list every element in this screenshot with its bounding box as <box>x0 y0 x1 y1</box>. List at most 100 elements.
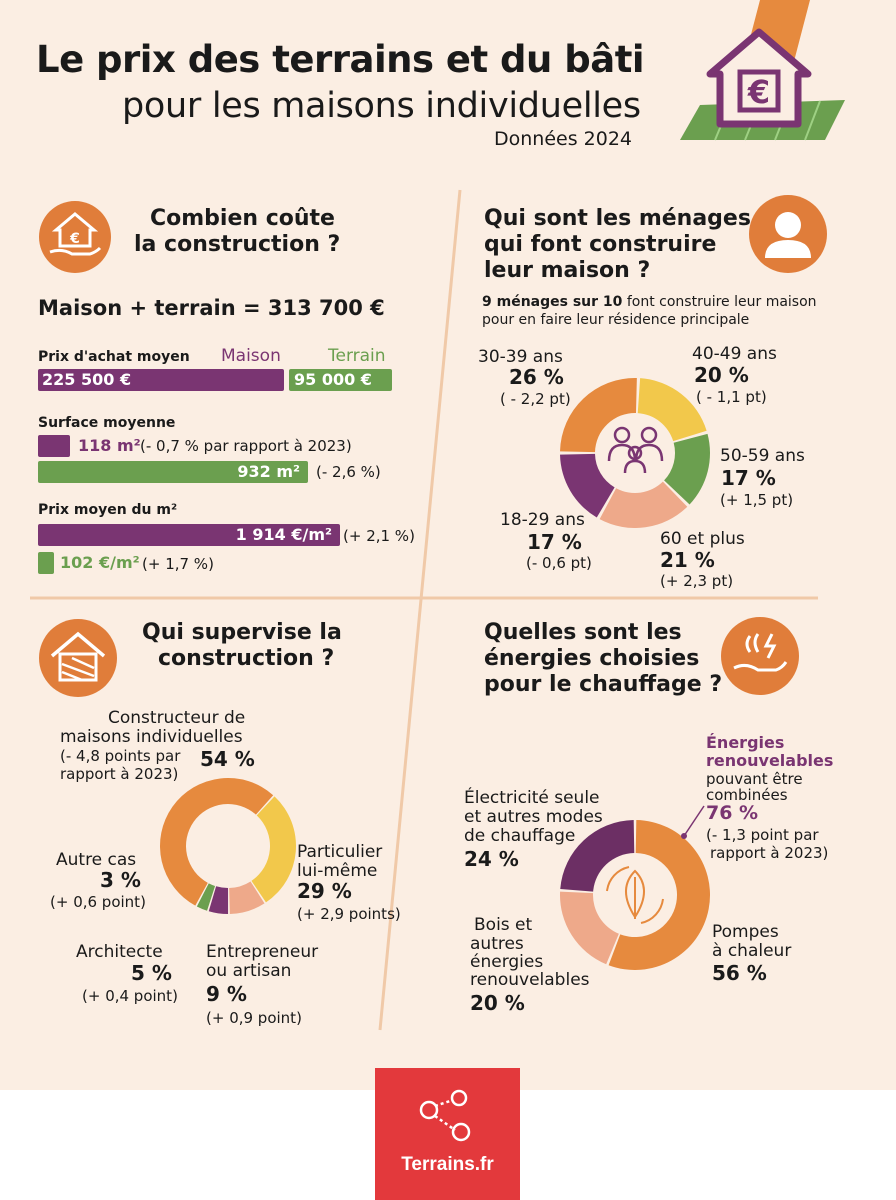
wood-pct: 20 % <box>470 991 525 1015</box>
logo-pins-icon <box>419 1089 471 1142</box>
age-40-49-pct: 20 % <box>694 363 749 387</box>
renew-pct: 76 % <box>706 802 759 824</box>
renew-title-1: Énergies <box>706 733 785 752</box>
households-note: 9 ménages sur 10 font construire leur ma… <box>482 294 817 310</box>
house-construction-icon <box>39 619 117 697</box>
sup-self-label-2: lui-même <box>297 861 378 881</box>
ages-slice-0 <box>560 378 637 453</box>
family-icon <box>607 426 664 474</box>
households-title-line1: Qui sont les ménages <box>484 206 751 231</box>
land-surface-bar: 932 m² <box>38 461 308 483</box>
age-18-29-label: 18-29 ans <box>500 510 585 530</box>
age-50-59-pct: 17 % <box>721 466 776 490</box>
land-surface-value: 932 m² <box>237 462 300 481</box>
households-note-rest: font construire leur maison <box>622 294 817 310</box>
person-icon <box>749 195 827 273</box>
sup-contractor-note: (+ 0,9 point) <box>206 1009 302 1027</box>
data-year: Données 2024 <box>494 128 633 150</box>
supervision-slice-3 <box>208 886 229 914</box>
sup-self-label-1: Particulier <box>297 842 383 862</box>
supervision-slice-2 <box>229 881 265 914</box>
elec-label-3: de chauffage <box>464 826 576 846</box>
house-surface-bar <box>38 435 70 457</box>
land-price-bar: 95 000 € <box>289 369 392 391</box>
sup-architect-note: (+ 0,4 point) <box>82 987 178 1005</box>
age-30-39-note: ( - 2,2 pt) <box>500 390 571 408</box>
sup-contractor-label-2: ou artisan <box>206 961 292 981</box>
sup-architect-label: Architecte <box>76 942 163 962</box>
heating-title-line2: énergies choisies <box>484 646 700 671</box>
renew-note-1: (- 1,3 point par <box>706 826 819 844</box>
elec-label-1: Électricité seule <box>464 788 600 808</box>
age-50-59-note: (+ 1,5 pt) <box>720 491 794 509</box>
wood-label-4: renouvelables <box>470 970 590 990</box>
house-euro-icon: € <box>706 28 812 128</box>
sup-builder-pct: 54 % <box>200 747 255 771</box>
sup-other-pct: 3 % <box>100 868 141 892</box>
elec-label-2: et autres modes <box>464 807 603 827</box>
supervision-slice-0 <box>160 778 274 906</box>
supervision-slice-1 <box>251 796 296 903</box>
page-subtitle: pour les maisons individuelles <box>122 86 641 126</box>
price-label: Prix d'achat moyen <box>38 349 190 365</box>
m2-label: Prix moyen du m² <box>38 502 178 518</box>
land-m2-value: 102 €/m² <box>60 553 140 572</box>
households-title-line2: qui font construire <box>484 232 717 257</box>
age-60-pct: 21 % <box>660 548 715 572</box>
wood-label-3: énergies <box>470 952 544 972</box>
heating-slice-2 <box>560 820 635 892</box>
renew-note-2: rapport à 2023) <box>710 844 829 862</box>
age-60-note: (+ 2,3 pt) <box>660 572 734 590</box>
wood-label-2: autres <box>470 934 524 954</box>
households-title-line3: leur maison ? <box>484 258 651 283</box>
legend-land: Terrain <box>328 346 386 366</box>
house-surface-value: 118 m² <box>78 436 141 455</box>
sup-other-label: Autre cas <box>56 850 137 870</box>
heating-slice-1 <box>560 891 619 965</box>
sup-architect-pct: 5 % <box>131 961 172 985</box>
terrains-logo[interactable]: Terrains.fr <box>375 1068 520 1200</box>
hand-house-icon: € <box>39 201 111 273</box>
households-note-bold: 9 ménages sur 10 <box>482 294 623 310</box>
legend-house: Maison <box>221 346 281 366</box>
sup-contractor-pct: 9 % <box>206 982 247 1006</box>
sup-self-pct: 29 % <box>297 879 352 903</box>
heatpump-label-1: Pompes <box>712 922 779 942</box>
supervision-title-line2: construction ? <box>158 646 335 671</box>
renew-title-2: renouvelables <box>706 751 834 770</box>
land-price-value: 95 000 € <box>294 370 372 389</box>
svg-text:€: € <box>747 73 770 111</box>
house-price-bar: 225 500 € <box>38 369 284 391</box>
ages-slice-1 <box>637 378 707 442</box>
renew-sub-1: pouvant être <box>706 770 803 788</box>
supervision-slice-4 <box>196 883 216 911</box>
heatpump-pct: 56 % <box>712 961 767 985</box>
ages-slice-2 <box>664 433 710 505</box>
total-cost: Maison + terrain = 313 700 € <box>38 296 385 320</box>
page-title: Le prix des terrains et du bâti <box>36 38 645 81</box>
house-price-value: 225 500 € <box>42 370 132 389</box>
house-surface-note: (- 0,7 % par rapport à 2023) <box>140 437 352 455</box>
sup-builder-note-1: (- 4,8 points par <box>60 747 181 765</box>
section-dividers <box>30 189 818 1031</box>
sup-builder-label-2: maisons individuelles <box>60 727 243 747</box>
surface-label: Surface moyenne <box>38 415 176 431</box>
hand-flame-icon <box>721 617 799 695</box>
svg-text:€: € <box>69 231 80 247</box>
sup-builder-label-1: Constructeur de <box>108 708 246 728</box>
land-surface-note: (- 2,6 %) <box>316 463 381 481</box>
renew-sub-2: combinées <box>706 786 788 804</box>
heating-slice-0 <box>608 820 710 970</box>
wood-label-1: Bois et <box>474 915 533 935</box>
ages-slice-3 <box>599 481 688 528</box>
heating-title-line1: Quelles sont les <box>484 620 682 645</box>
elec-pct: 24 % <box>464 847 519 871</box>
sup-contractor-label-1: Entrepreneur <box>206 942 319 962</box>
land-m2-note: (+ 1,7 %) <box>142 555 214 573</box>
logo-text: Terrains.fr <box>401 1154 494 1175</box>
age-40-49-label: 40-49 ans <box>692 344 777 364</box>
heating-donut <box>560 820 710 970</box>
households-note-line2: pour en faire leur résidence principale <box>482 312 750 328</box>
sup-other-note: (+ 0,6 point) <box>50 893 146 911</box>
renew-pointer <box>681 805 705 839</box>
